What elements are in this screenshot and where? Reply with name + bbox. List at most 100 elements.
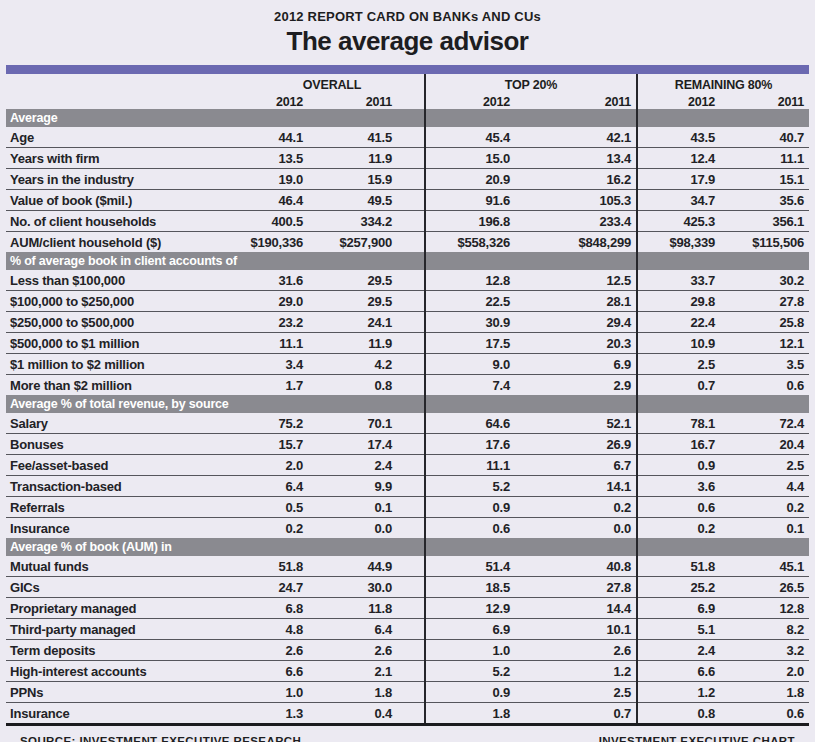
value-cell: 6.8 <box>240 598 311 619</box>
value-cell: 51.8 <box>240 556 311 577</box>
credit-text: INVESTMENT EXECUTIVE CHART <box>599 735 795 742</box>
column-group-remaining80: REMAINING 80% <box>637 74 809 92</box>
value-cell: 29.0 <box>240 291 311 312</box>
table-row: More than $2 million1.70.87.42.90.70.6 <box>6 375 809 396</box>
value-cell: $558,326 <box>425 232 518 253</box>
value-cell: 15.1 <box>723 169 809 190</box>
value-cell: 12.5 <box>518 270 637 291</box>
value-cell: 30.2 <box>723 270 809 291</box>
accent-bar <box>6 65 809 74</box>
row-label: Fee/asset-based <box>6 455 240 476</box>
value-cell: 6.6 <box>637 661 723 682</box>
value-cell: 24.1 <box>311 312 425 333</box>
value-cell: 0.1 <box>311 497 425 518</box>
row-label: Bonuses <box>6 434 240 455</box>
year-header: 2012 <box>425 92 518 109</box>
value-cell: 6.9 <box>637 598 723 619</box>
value-cell: 3.4 <box>240 354 311 375</box>
value-cell: 70.1 <box>311 413 425 434</box>
value-cell: 12.8 <box>425 270 518 291</box>
table-row: No. of client households400.5334.2196.82… <box>6 211 809 232</box>
value-cell: 26.5 <box>723 577 809 598</box>
table-row: Insurance0.20.00.60.00.20.1 <box>6 518 809 539</box>
section-header: % of average book in client accounts of <box>6 252 425 270</box>
value-cell: 2.4 <box>637 640 723 661</box>
value-cell: 356.1 <box>723 211 809 232</box>
value-cell: 16.2 <box>518 169 637 190</box>
table-row: Referrals0.50.10.90.20.60.2 <box>6 497 809 518</box>
value-cell: 72.4 <box>723 413 809 434</box>
value-cell: 13.5 <box>240 148 311 169</box>
value-cell: 13.4 <box>518 148 637 169</box>
year-header: 2012 <box>637 92 723 109</box>
value-cell: 64.6 <box>425 413 518 434</box>
value-cell: 0.6 <box>425 518 518 539</box>
row-label: $250,000 to $500,000 <box>6 312 240 333</box>
value-cell: 40.7 <box>723 127 809 148</box>
value-cell: 29.5 <box>311 291 425 312</box>
value-cell: 25.8 <box>723 312 809 333</box>
value-cell: 27.8 <box>723 291 809 312</box>
value-cell: 41.5 <box>311 127 425 148</box>
value-cell: 51.4 <box>425 556 518 577</box>
value-cell: 0.7 <box>518 703 637 724</box>
value-cell: 0.4 <box>311 703 425 724</box>
table-row: Fee/asset-based2.02.411.16.70.92.5 <box>6 455 809 476</box>
value-cell: 75.2 <box>240 413 311 434</box>
value-cell: 2.5 <box>723 455 809 476</box>
value-cell: 0.0 <box>518 518 637 539</box>
value-cell: $257,900 <box>311 232 425 253</box>
value-cell: 2.6 <box>311 640 425 661</box>
value-cell: 25.2 <box>637 577 723 598</box>
value-cell: 1.8 <box>311 682 425 703</box>
table-row: Mutual funds51.844.951.440.851.845.1 <box>6 556 809 577</box>
row-label: GICs <box>6 577 240 598</box>
section-header <box>425 395 637 413</box>
column-group-top20: TOP 20% <box>425 74 637 92</box>
value-cell: 0.7 <box>637 375 723 396</box>
table-row: AUM/client household ($)$190,336$257,900… <box>6 232 809 253</box>
value-cell: 24.7 <box>240 577 311 598</box>
value-cell: 51.8 <box>637 556 723 577</box>
value-cell: 4.8 <box>240 619 311 640</box>
value-cell: 28.1 <box>518 291 637 312</box>
value-cell: 0.2 <box>240 518 311 539</box>
value-cell: 0.6 <box>637 497 723 518</box>
table-row: Proprietary managed6.811.812.914.46.912.… <box>6 598 809 619</box>
value-cell: 29.4 <box>518 312 637 333</box>
table-row: Transaction-based6.49.95.214.13.64.4 <box>6 476 809 497</box>
value-cell: 30.9 <box>425 312 518 333</box>
value-cell: 17.6 <box>425 434 518 455</box>
row-label: Age <box>6 127 240 148</box>
value-cell: 2.9 <box>518 375 637 396</box>
value-cell: 0.8 <box>311 375 425 396</box>
value-cell: 10.1 <box>518 619 637 640</box>
table-row: Years in the industry19.015.920.916.217.… <box>6 169 809 190</box>
value-cell: $115,506 <box>723 232 809 253</box>
table-row: Term deposits2.62.61.02.62.43.2 <box>6 640 809 661</box>
value-cell: 1.7 <box>240 375 311 396</box>
value-cell: 11.8 <box>311 598 425 619</box>
section-header <box>637 538 809 556</box>
value-cell: 78.1 <box>637 413 723 434</box>
value-cell: 0.9 <box>425 682 518 703</box>
section-header <box>425 252 637 270</box>
value-cell: 6.4 <box>240 476 311 497</box>
value-cell: 7.4 <box>425 375 518 396</box>
section-header <box>637 395 809 413</box>
value-cell: 19.0 <box>240 169 311 190</box>
value-cell: 20.9 <box>425 169 518 190</box>
table-row: GICs24.730.018.527.825.226.5 <box>6 577 809 598</box>
value-cell: 43.5 <box>637 127 723 148</box>
value-cell: 0.2 <box>518 497 637 518</box>
row-label: Proprietary managed <box>6 598 240 619</box>
value-cell: 2.0 <box>240 455 311 476</box>
footer: SOURCE: INVESTMENT EXECUTIVE RESEARCH IN… <box>6 726 809 742</box>
value-cell: 1.3 <box>240 703 311 724</box>
row-label: Transaction-based <box>6 476 240 497</box>
value-cell: 425.3 <box>637 211 723 232</box>
value-cell: 49.5 <box>311 190 425 211</box>
value-cell: 1.2 <box>637 682 723 703</box>
value-cell: 12.9 <box>425 598 518 619</box>
row-label: More than $2 million <box>6 375 240 396</box>
